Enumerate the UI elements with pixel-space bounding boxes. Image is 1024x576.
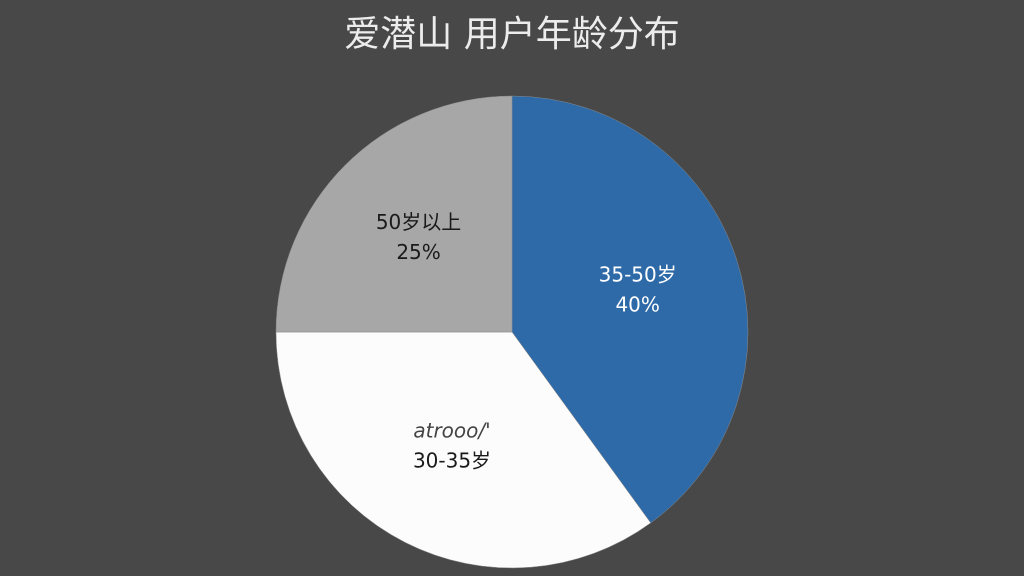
pie-slice: [275, 95, 513, 333]
chart-title: 爱潜山 用户年龄分布: [344, 14, 679, 55]
pie-slice: [511, 95, 749, 524]
slice-value-label: 40%: [615, 293, 659, 317]
slice-value-label: 25%: [396, 240, 440, 264]
annotation: atrooo/': [413, 418, 490, 442]
slice-label: 35-50岁: [599, 263, 677, 287]
pie-slice: [275, 331, 652, 569]
slice-label: 30-35岁: [413, 448, 491, 472]
slice-label: 50岁以上: [376, 210, 461, 234]
